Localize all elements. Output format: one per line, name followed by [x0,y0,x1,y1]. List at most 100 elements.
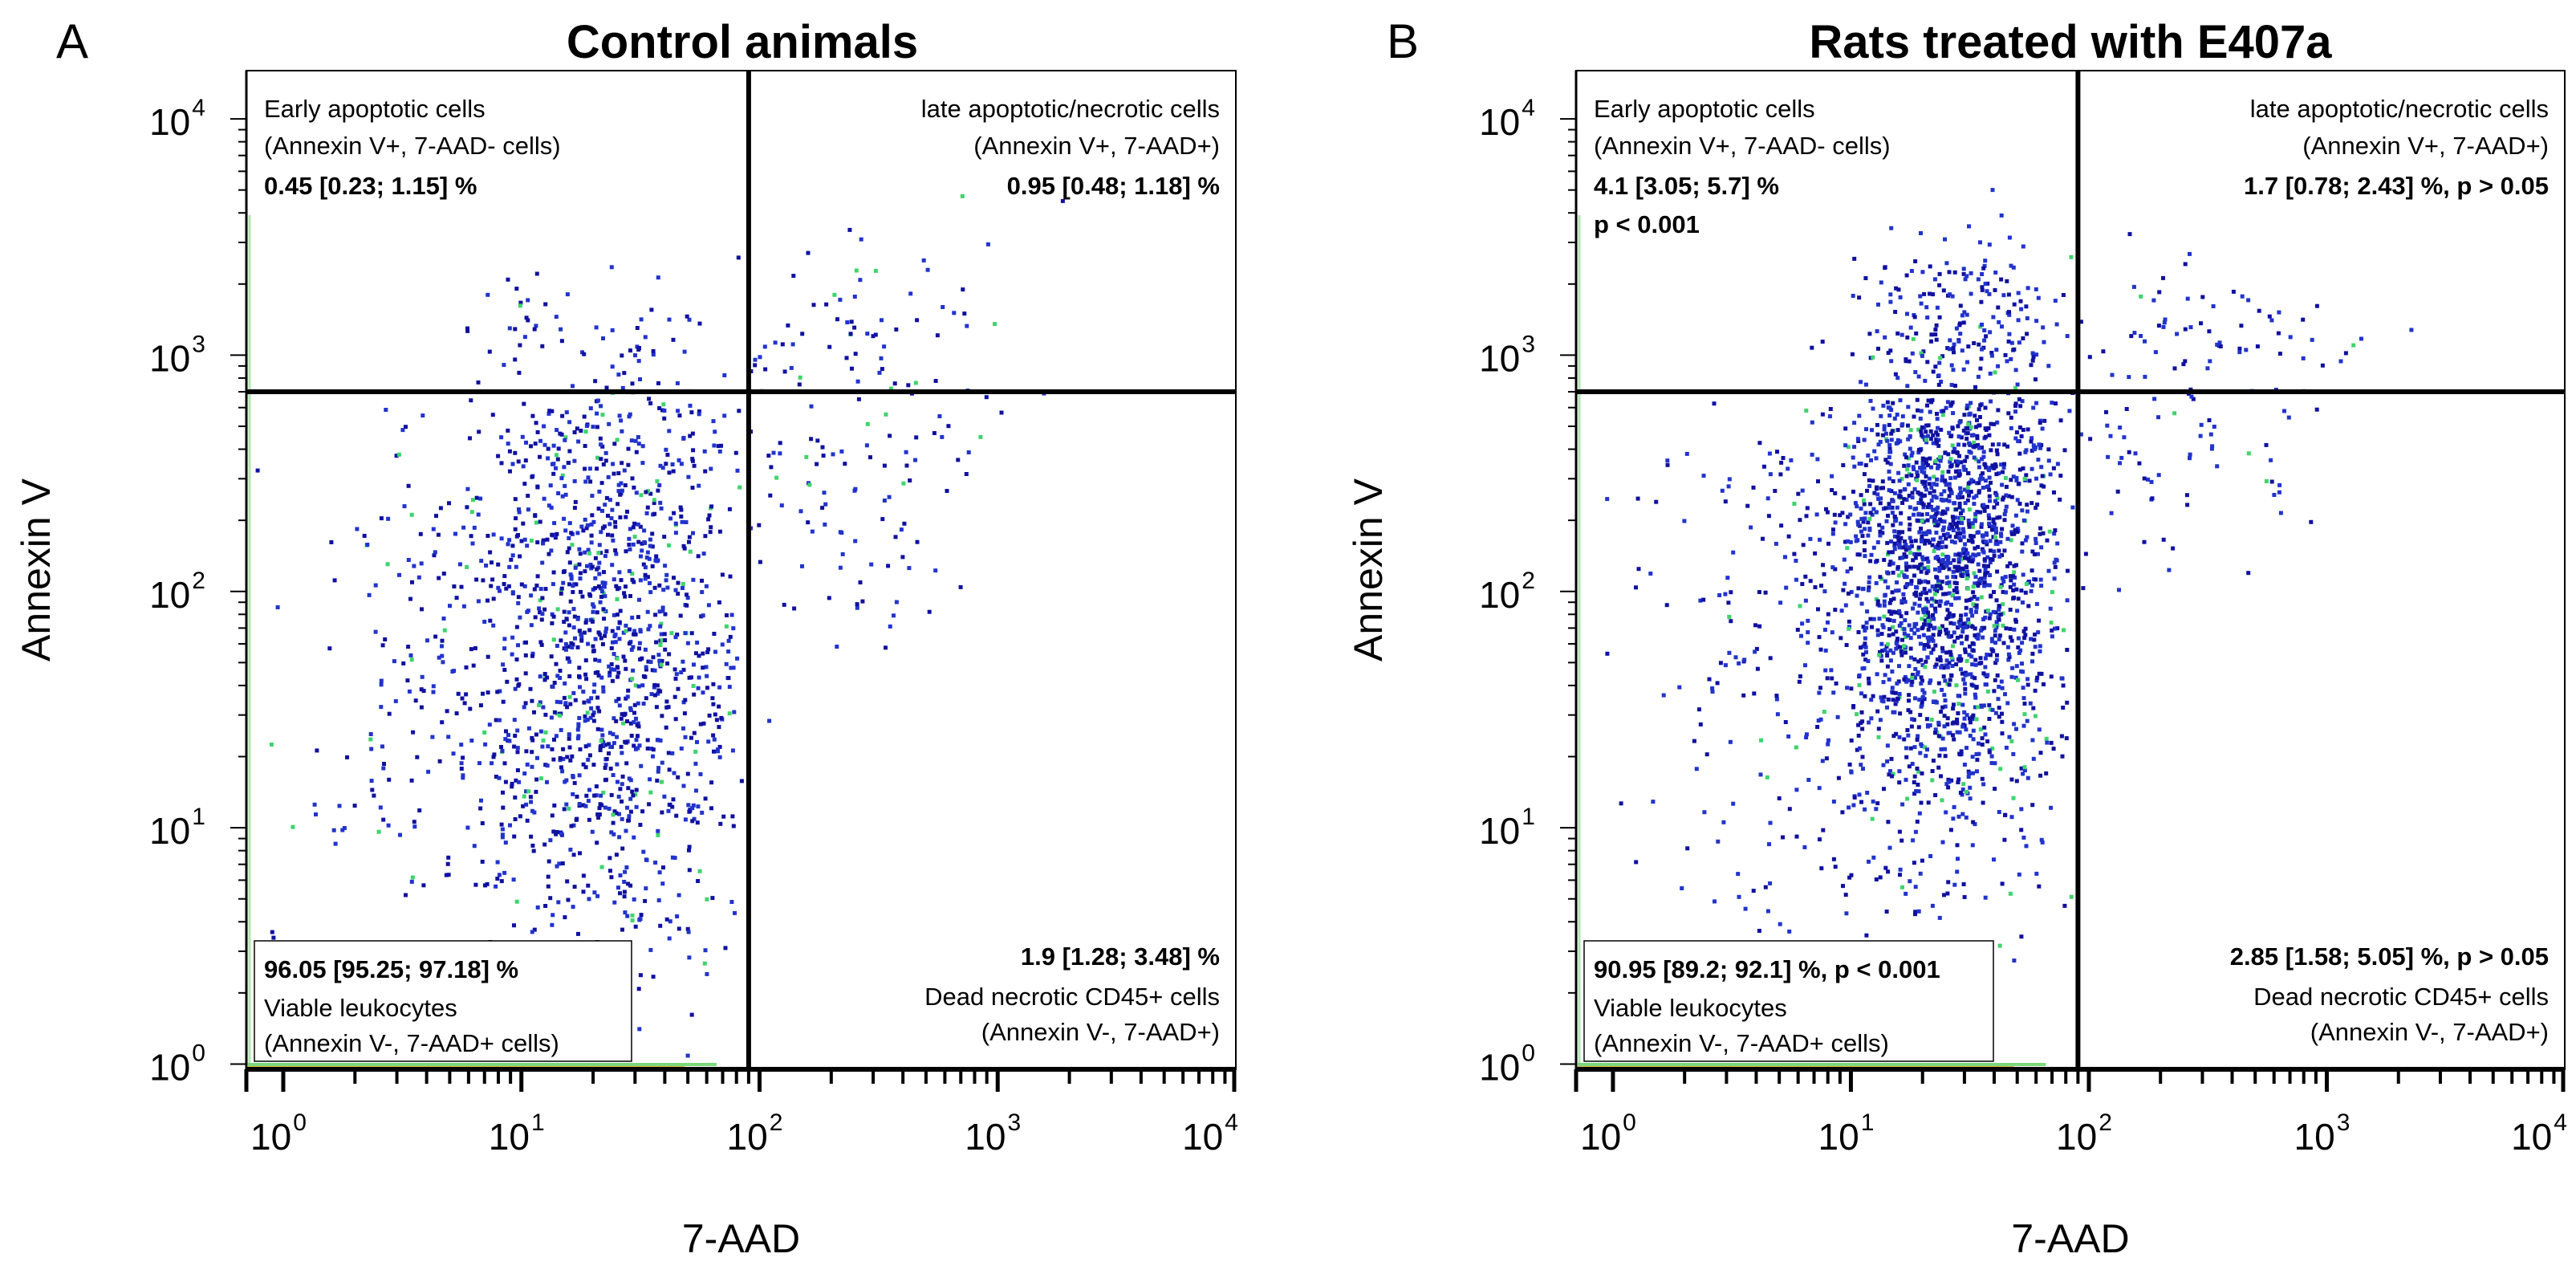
event-point [606,474,611,479]
event-point [1934,482,1939,487]
event-point [1992,549,1997,554]
event-point [2026,604,2031,609]
event-point [2049,674,2054,679]
event-point [1964,727,1969,732]
event-point [625,805,629,810]
event-point [1815,457,1820,462]
event-point [1997,685,2001,689]
event-point [1971,737,1976,742]
event-point [1985,542,1989,547]
event-point [1983,656,1988,661]
event-point [432,553,437,558]
event-point [1948,523,1953,527]
event-point [637,641,642,645]
event-point [556,900,561,905]
event-point [1910,675,1915,680]
event-point [1935,412,1939,416]
event-point [494,718,498,722]
event-point [651,754,655,759]
event-point [1943,678,1948,683]
event-point [569,641,574,645]
event-point [530,653,534,658]
event-point [1826,541,1830,546]
event-point [1962,487,1967,492]
event-point [628,547,632,552]
event-point [1926,639,1931,644]
event-point [595,893,600,898]
event-point [1944,575,1949,580]
event-point [630,918,635,922]
event-point [2237,346,2242,351]
event-point [542,678,547,682]
event-point [1849,770,1854,775]
event-point [556,446,561,451]
event-point [583,658,588,663]
event-point [516,600,521,605]
event-point [608,745,613,749]
event-point [1870,625,1874,629]
event-point [534,789,538,794]
event-point [503,841,508,845]
event-point [483,883,487,888]
event-point [647,397,652,401]
event-point [586,698,591,703]
event-point [2020,549,2025,554]
event-point [1988,557,1993,561]
event-point [1924,457,1928,462]
event-point [1980,347,1985,352]
event-point [692,692,697,697]
event-point [673,717,678,722]
event-point [534,520,538,525]
event-point [500,827,505,832]
event-point [1892,543,1897,548]
event-point [1933,643,1938,648]
event-point [525,543,530,548]
event-point [1939,427,1944,432]
event-point [672,771,677,775]
event-point [1854,534,1859,539]
event-point [425,638,429,643]
event-point [1949,490,1954,495]
event-point [907,566,912,571]
event-point [700,578,704,583]
event-point [1677,685,1682,690]
event-point [595,466,599,471]
event-point [514,625,519,629]
event-point [702,961,707,966]
event-point [649,692,654,697]
event-point [2016,678,2020,682]
event-point [1966,344,1971,349]
event-point [1961,271,1966,276]
event-point [722,413,727,418]
event-point [692,463,697,468]
event-point [461,604,466,609]
event-point [634,788,639,792]
event-point [690,431,695,436]
event-point [1954,683,1959,688]
event-point [530,474,534,479]
event-point [508,823,512,828]
event-point [1995,673,2000,678]
event-point [2008,626,2013,631]
event-point [1825,676,1830,681]
event-point [2009,356,2013,361]
event-point [591,649,596,653]
event-point [1887,600,1892,605]
event-point [1934,600,1939,604]
event-point [1983,426,1988,431]
event-point [1941,674,1946,679]
x-tick-label: 102 [727,1109,783,1158]
event-point [529,623,534,628]
event-point [657,609,662,614]
event-point [415,755,420,759]
event-point [1742,657,1747,662]
event-point [2409,328,2414,332]
event-point [599,636,603,641]
event-point [513,795,518,800]
event-point [1937,315,1942,320]
event-point [673,588,678,592]
event-point [1919,580,1924,584]
event-point [664,462,668,466]
event-point [1974,603,1979,608]
event-point [1906,482,1911,486]
